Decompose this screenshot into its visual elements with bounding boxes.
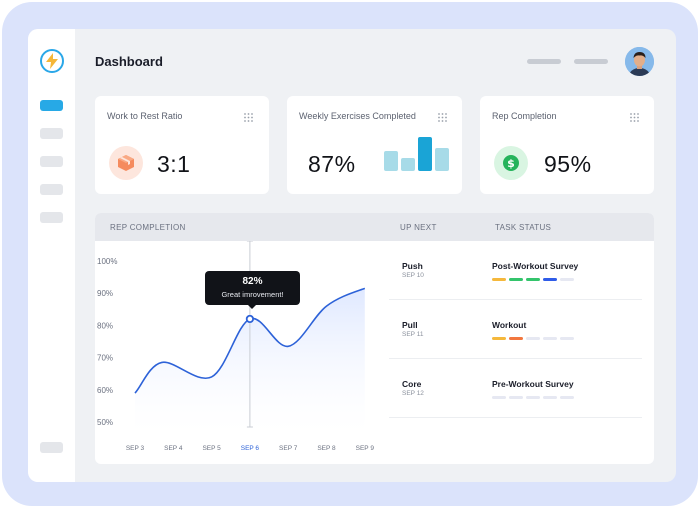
panel-header: REP COMPLETION UP NEXT TASK STATUS — [95, 213, 654, 241]
y-tick-label: 50% — [97, 418, 113, 427]
y-tick-label: 90% — [97, 289, 113, 298]
x-tick-label: SEP 6 — [241, 445, 260, 452]
task-progress-segment — [492, 396, 506, 399]
sidebar — [28, 29, 75, 482]
card-title: Weekly Exercises Completed — [299, 111, 416, 121]
app-screen: Dashboard Work to Rest Ratio — [28, 29, 676, 482]
lightning-logo-icon — [40, 49, 64, 73]
card-value: 3:1 — [157, 151, 191, 177]
avatar[interactable] — [625, 47, 654, 76]
x-tick-label: SEP 3 — [126, 445, 145, 452]
chart-header: REP COMPLETION — [110, 223, 186, 232]
tooltip-value: 82% — [242, 276, 263, 287]
y-tick-label: 60% — [97, 386, 113, 395]
card-value: 95% — [544, 151, 592, 177]
task-status: Pre-Workout Survey — [492, 379, 574, 389]
task-status-header: TASK STATUS — [495, 223, 552, 232]
task-date: SEP 11 — [402, 331, 424, 338]
task-name: Push — [402, 261, 423, 271]
more-dots-icon[interactable] — [438, 113, 447, 122]
task-progress-segment — [526, 278, 540, 281]
task-status: Workout — [492, 320, 527, 330]
header-menu-item[interactable] — [574, 59, 608, 64]
work-rest-card: Work to Rest Ratio 3:1 — [95, 96, 269, 194]
more-dots-icon[interactable] — [630, 113, 639, 122]
tooltip-note: Great imrovement! — [221, 290, 284, 299]
task-progress-segment — [509, 278, 523, 281]
sidebar-item-dashboard[interactable] — [40, 100, 63, 111]
rep-completion-card: Rep Completion $ 95% — [480, 96, 654, 194]
task-progress-segment — [543, 337, 557, 340]
x-tick-label: SEP 5 — [202, 445, 221, 452]
task-row[interactable]: Pull SEP 11 Workout — [389, 300, 642, 359]
page-title: Dashboard — [95, 54, 163, 69]
dollar-icon: $ — [494, 146, 528, 180]
task-name: Pull — [402, 320, 418, 330]
task-progress-segment — [560, 396, 574, 399]
x-tick-label: SEP 9 — [356, 445, 375, 452]
task-status: Post-Workout Survey — [492, 261, 579, 271]
task-date: SEP 10 — [402, 272, 424, 279]
task-progress-segment — [526, 337, 540, 340]
x-tick-label: SEP 7 — [279, 445, 298, 452]
task-progress-segment — [543, 278, 557, 281]
sidebar-item-2[interactable] — [40, 128, 63, 139]
task-progress-segment — [492, 278, 506, 281]
task-progress-segment — [509, 396, 523, 399]
svg-text:$: $ — [507, 157, 515, 170]
task-progress-segment — [509, 337, 523, 340]
task-progress-segment — [543, 396, 557, 399]
header-menu-item[interactable] — [527, 59, 561, 64]
task-date: SEP 12 — [402, 390, 424, 397]
sidebar-item-5[interactable] — [40, 212, 63, 223]
package-icon — [109, 146, 143, 180]
highlight-point — [245, 314, 254, 324]
task-progress-segment — [492, 337, 506, 340]
rep-completion-panel: REP COMPLETION UP NEXT TASK STATUS 100% 9… — [95, 213, 654, 464]
card-value: 87% — [308, 151, 356, 177]
y-tick-label: 100% — [97, 257, 117, 266]
x-tick-label: SEP 8 — [317, 445, 336, 452]
x-tick-label: SEP 4 — [164, 445, 183, 452]
weekly-exercises-card: Weekly Exercises Completed 87% — [287, 96, 462, 194]
task-name: Core — [402, 379, 422, 389]
card-title: Rep Completion — [492, 111, 557, 121]
card-title: Work to Rest Ratio — [107, 111, 183, 121]
chart-tooltip: 82% Great imrovement! — [205, 271, 300, 309]
task-progress-segment — [560, 278, 574, 281]
y-tick-label: 80% — [97, 321, 113, 330]
y-tick-label: 70% — [97, 354, 113, 363]
sidebar-item-4[interactable] — [40, 184, 63, 195]
task-row[interactable]: Push SEP 10 Post-Workout Survey — [389, 241, 642, 300]
sidebar-item-3[interactable] — [40, 156, 63, 167]
sidebar-item-bottom[interactable] — [40, 442, 63, 453]
task-progress-segment — [526, 396, 540, 399]
task-progress-segment — [560, 337, 574, 340]
task-row[interactable]: Core SEP 12 Pre-Workout Survey — [389, 359, 642, 418]
more-dots-icon[interactable] — [244, 113, 253, 122]
up-next-header: UP NEXT — [400, 223, 437, 232]
